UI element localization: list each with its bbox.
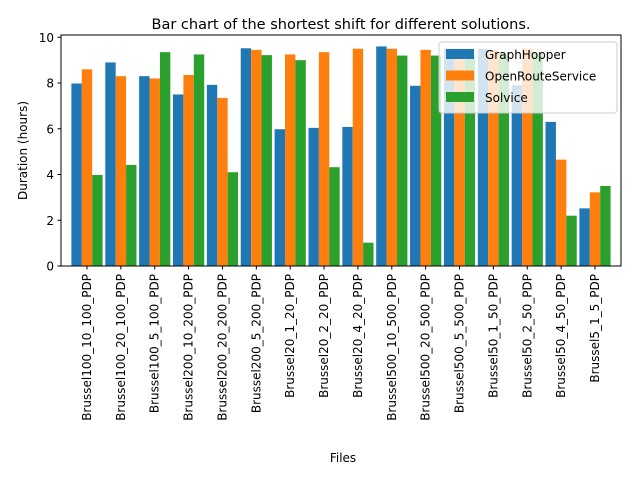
x-tick-label: Brussel50_1_50_PDP — [486, 274, 500, 398]
bar-solvice-9 — [397, 55, 408, 266]
y-tick-label: 6 — [46, 122, 54, 136]
bar-solvice-15 — [600, 185, 611, 266]
x-tick-label: Brussel20_1_20_PDP — [283, 274, 297, 398]
bar-solvice-14 — [566, 215, 577, 266]
bar-graphhopper-0 — [71, 83, 82, 267]
x-tick-label: Brussel200_5_200_PDP — [249, 274, 263, 413]
bar-solvice-11 — [464, 54, 476, 266]
y-tick-label: 8 — [46, 77, 54, 91]
bar-openrouteservice-11 — [454, 51, 465, 267]
x-tick-label: Brussel500_20_500_PDP — [419, 274, 433, 421]
x-tick-label: Brussel20_2_20_PDP — [317, 274, 331, 398]
bar-series-group — [71, 46, 611, 267]
bar-openrouteservice-9 — [386, 48, 397, 266]
y-tick-label: 4 — [46, 168, 54, 182]
bar-openrouteservice-15 — [589, 192, 601, 266]
x-tick-label: Brussel20_4_20_PDP — [351, 274, 365, 398]
bar-openrouteservice-1 — [115, 76, 127, 266]
bar-solvice-10 — [430, 55, 442, 266]
bar-graphhopper-3 — [173, 94, 184, 266]
bar-openrouteservice-5 — [251, 49, 262, 267]
legend-label: Solvice — [485, 91, 528, 105]
bar-openrouteservice-7 — [318, 52, 330, 267]
bar-solvice-7 — [329, 167, 340, 266]
bar-graphhopper-9 — [376, 46, 387, 266]
bar-solvice-12 — [498, 53, 509, 266]
bar-solvice-5 — [261, 55, 272, 266]
chart-title: Bar chart of the shortest shift for diff… — [152, 17, 531, 33]
x-axis-label: Files — [330, 451, 356, 465]
bar-solvice-4 — [227, 172, 239, 266]
bar-solvice-0 — [92, 174, 103, 266]
bar-openrouteservice-0 — [81, 69, 93, 266]
bar-graphhopper-6 — [274, 129, 285, 266]
legend-label: OpenRouteService — [485, 70, 596, 84]
bar-openrouteservice-13 — [522, 48, 533, 266]
x-tick-label: Brussel200_10_200_PDP — [182, 274, 196, 421]
bar-graphhopper-8 — [342, 126, 353, 266]
legend: GraphHopper OpenRouteService Solvice — [438, 41, 618, 114]
bar-solvice-3 — [193, 54, 205, 266]
bar-openrouteservice-3 — [183, 75, 194, 267]
bar-openrouteservice-10 — [420, 49, 431, 267]
x-tick-label: Brussel5_1_5_PDP — [588, 274, 602, 383]
plot-frame — [60, 34, 622, 267]
bar-graphhopper-11 — [443, 48, 455, 266]
y-tick-label: 0 — [46, 260, 54, 274]
x-tick-label: Brussel500_10_500_PDP — [385, 274, 399, 421]
x-tick-label: Brussel50_4_50_PDP — [554, 274, 568, 398]
x-tick-label: Brussel100_10_100_PDP — [80, 274, 94, 421]
x-tick-label: Brussel100_20_100_PDP — [114, 274, 128, 421]
bar-solvice-6 — [295, 60, 306, 266]
bar-solvice-13 — [532, 53, 543, 266]
legend-swatch-openrouteservice — [446, 70, 474, 81]
bar-graphhopper-13 — [511, 85, 523, 266]
bar-openrouteservice-12 — [488, 49, 499, 267]
x-tick-label: Brussel500_5_500_PDP — [453, 274, 467, 413]
bar-graphhopper-14 — [545, 121, 556, 266]
bar-graphhopper-2 — [139, 76, 150, 266]
legend-swatch-solvice — [446, 92, 474, 102]
y-tick-label: 2 — [46, 214, 54, 228]
bar-solvice-1 — [126, 164, 137, 266]
x-tick-label: Brussel200_20_200_PDP — [215, 274, 229, 421]
legend-label: GraphHopper — [485, 48, 566, 62]
bar-openrouteservice-14 — [555, 159, 567, 266]
bar-graphhopper-7 — [308, 127, 319, 266]
x-tick-label: Brussel50_2_50_PDP — [520, 274, 534, 398]
legend-frame — [438, 41, 618, 114]
y-axis: 0 2 4 6 8 10 — [39, 31, 61, 274]
x-tick-label: Brussel100_5_100_PDP — [148, 274, 162, 413]
bar-openrouteservice-8 — [352, 48, 364, 266]
x-axis: Brussel100_10_100_PDP Brussel100_20_100_P… — [80, 266, 602, 421]
legend-swatch-graphhopper — [446, 49, 474, 59]
bar-graphhopper-4 — [206, 84, 218, 266]
bar-solvice-8 — [363, 242, 374, 266]
bar-graphhopper-10 — [410, 85, 421, 267]
bar-graphhopper-15 — [579, 208, 590, 266]
y-axis-label: Duration (hours) — [16, 101, 30, 200]
bar-solvice-2 — [159, 52, 171, 267]
bar-openrouteservice-2 — [149, 78, 160, 267]
bar-graphhopper-12 — [477, 48, 489, 266]
bar-openrouteservice-6 — [285, 54, 296, 266]
bar-graphhopper-5 — [240, 48, 252, 266]
bar-graphhopper-1 — [105, 62, 116, 267]
bar-openrouteservice-4 — [217, 97, 228, 267]
y-tick-label: 10 — [39, 31, 54, 45]
